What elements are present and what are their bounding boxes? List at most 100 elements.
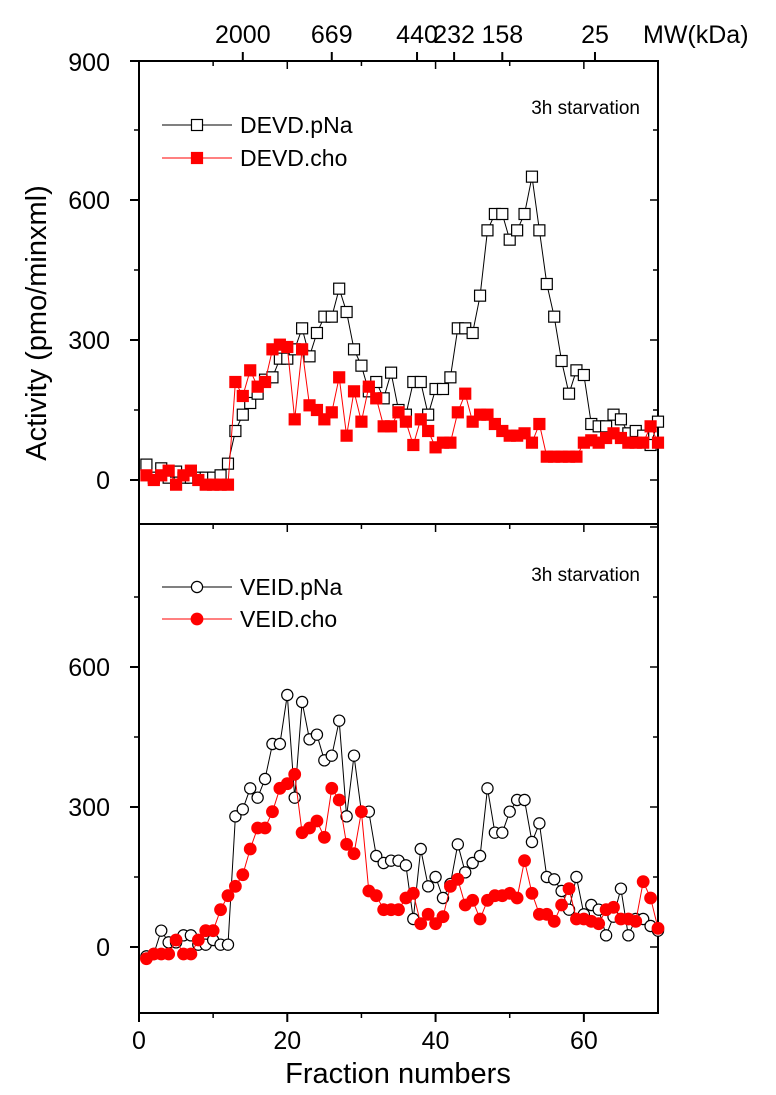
- data-point-devd-cho: [392, 406, 405, 419]
- data-point-devd-pna: [511, 224, 524, 237]
- data-point-devd-cho: [221, 478, 235, 491]
- data-point-veid-pna: [466, 856, 479, 870]
- data-point-veid-cho: [355, 805, 368, 819]
- data-point-devd-cho: [637, 436, 650, 449]
- data-point-veid-pna: [236, 803, 249, 816]
- data-point-devd-cho: [459, 387, 472, 400]
- top-panel-y-max-label: 900: [68, 49, 110, 77]
- data-point-veid-cho: [636, 875, 650, 889]
- legend-marker-devd-cho: [190, 151, 204, 165]
- data-point-devd-cho: [229, 375, 242, 389]
- data-point-veid-cho: [555, 898, 569, 912]
- data-point-devd-pna: [303, 350, 316, 363]
- data-point-veid-cho: [525, 886, 539, 900]
- data-point-veid-cho: [510, 891, 524, 905]
- data-point-devd-cho: [422, 424, 435, 438]
- data-point-veid-cho: [206, 924, 220, 938]
- data-point-devd-cho: [340, 429, 353, 442]
- data-point-devd-pna: [540, 277, 553, 291]
- data-point-veid-pna: [570, 870, 583, 884]
- data-point-devd-cho: [325, 406, 338, 419]
- data-point-veid-cho: [236, 868, 250, 882]
- data-point-devd-cho: [444, 436, 457, 449]
- data-point-veid-cho: [332, 793, 346, 807]
- data-point-devd-cho: [310, 403, 324, 417]
- data-point-veid-cho: [169, 933, 183, 947]
- data-point-devd-pna: [347, 343, 361, 356]
- data-point-devd-cho: [488, 417, 501, 431]
- legend-label-devd-pna: DEVD.pNa: [240, 112, 353, 138]
- data-point-devd-cho: [451, 406, 464, 419]
- data-point-veid-cho: [651, 921, 665, 935]
- data-point-devd-pna: [236, 408, 249, 421]
- data-point-veid-cho: [592, 917, 606, 931]
- data-point-devd-cho: [236, 389, 249, 403]
- data-point-veid-pna: [496, 826, 509, 839]
- data-point-veid-cho: [347, 847, 361, 861]
- data-point-devd-pna: [518, 207, 531, 221]
- data-point-devd-pna: [221, 457, 235, 470]
- data-point-veid-cho: [310, 814, 324, 828]
- data-point-veid-cho: [266, 805, 279, 819]
- data-point-veid-cho: [421, 907, 435, 921]
- legend-marker-veid-cho: [190, 612, 204, 626]
- data-point-veid-cho: [228, 879, 242, 893]
- data-point-devd-pna: [244, 396, 257, 410]
- data-point-veid-pna: [155, 924, 168, 937]
- data-point-devd-cho: [258, 375, 272, 389]
- data-point-veid-cho: [184, 947, 198, 961]
- data-point-devd-cho: [399, 415, 413, 428]
- data-point-veid-pna: [251, 791, 264, 804]
- data-point-devd-pna: [533, 224, 546, 237]
- x-tick-label: 20: [273, 1027, 301, 1055]
- data-point-veid-pna: [421, 880, 435, 893]
- data-point-veid-pna: [622, 929, 635, 942]
- data-point-veid-pna: [614, 882, 628, 895]
- data-point-veid-cho: [214, 903, 227, 917]
- mw-tick-label: 158: [481, 21, 523, 49]
- legend-entry-veid-pna: VEID.pNa: [162, 574, 342, 600]
- data-point-devd-cho: [466, 415, 479, 428]
- y-tick-label-top: 300: [68, 327, 110, 355]
- data-point-devd-pna: [614, 413, 628, 426]
- y-tick-label-top: 0: [96, 467, 110, 495]
- bottom-panel-annotation: 3h starvation: [531, 565, 640, 586]
- data-point-veid-cho: [414, 917, 428, 931]
- data-point-devd-pna: [140, 458, 153, 471]
- data-point-veid-cho: [629, 914, 643, 928]
- data-point-veid-cho: [191, 933, 205, 947]
- data-point-devd-cho: [644, 420, 657, 433]
- y-tick-label-bottom: 0: [96, 934, 110, 962]
- plot-frame-bottom: [138, 523, 659, 1014]
- data-point-veid-pna: [229, 810, 242, 823]
- legend-label-veid-pna: VEID.pNa: [240, 574, 342, 600]
- legend-label-veid-cho: VEID.cho: [240, 606, 337, 632]
- top-axis-title: MW(kDa): [643, 21, 749, 49]
- data-point-veid-cho: [436, 910, 450, 924]
- series-veid-cho: [140, 767, 665, 966]
- data-point-veid-pna: [347, 749, 361, 762]
- data-point-veid-pna: [295, 695, 309, 709]
- data-point-devd-cho: [169, 478, 183, 491]
- data-point-devd-cho: [347, 385, 361, 398]
- mw-tick-label: 440: [396, 21, 438, 49]
- x-tick-label: 0: [132, 1027, 146, 1055]
- data-point-devd-pna: [481, 224, 494, 237]
- data-point-devd-pna: [473, 289, 487, 302]
- data-point-veid-cho: [392, 903, 405, 917]
- data-point-veid-pna: [518, 793, 531, 807]
- data-series: [140, 170, 665, 966]
- series-devd-cho: [140, 338, 665, 491]
- data-point-veid-pna: [429, 870, 442, 884]
- data-point-devd-cho: [370, 392, 383, 405]
- data-point-veid-pna: [310, 728, 324, 741]
- data-point-veid-pna: [414, 842, 427, 856]
- data-point-devd-cho: [184, 464, 197, 477]
- data-point-veid-pna: [548, 873, 561, 886]
- data-point-veid-cho: [518, 854, 531, 868]
- series-devd-pna: [140, 170, 665, 484]
- data-point-veid-pna: [332, 714, 346, 727]
- data-point-devd-cho: [333, 371, 346, 384]
- data-point-devd-cho: [384, 420, 398, 433]
- data-point-veid-pna: [399, 859, 413, 872]
